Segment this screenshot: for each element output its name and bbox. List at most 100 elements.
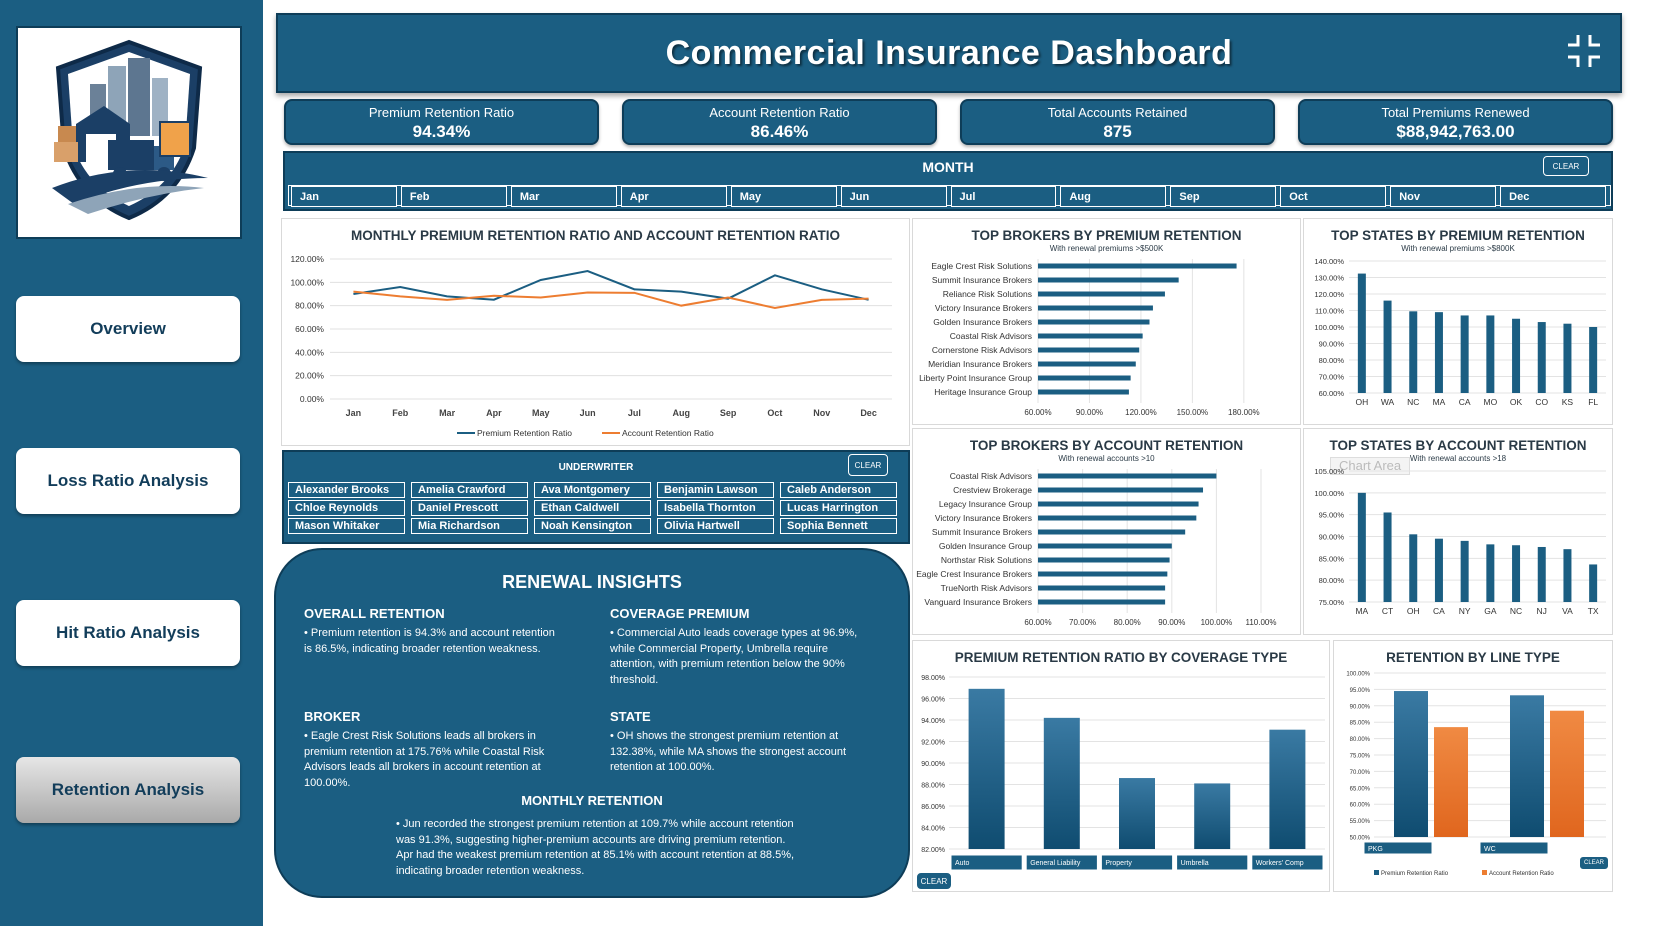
bar: [1460, 540, 1469, 602]
underwriter-option[interactable]: Ava Montgomery: [534, 482, 651, 498]
month-option-may[interactable]: May: [730, 186, 837, 207]
bar-chart-svg: 60.00% 70.00% 80.00% 90.00% 100.00% 110.00% 12…: [1314, 257, 1606, 407]
insurance-logo-icon: [52, 39, 208, 221]
y-tick-label: Northstar Risk Solutions: [941, 555, 1032, 565]
underwriter-option[interactable]: Alexander Brooks: [288, 482, 405, 498]
nav-loss-ratio-analysis[interactable]: Loss Ratio Analysis: [16, 448, 240, 514]
month-option-sep[interactable]: Sep: [1170, 186, 1277, 207]
y-tick-label: 140.00%: [1314, 257, 1344, 266]
x-tick-label: WC: [1484, 846, 1496, 853]
y-tick-label: Golden Insurance Brokers: [933, 317, 1032, 327]
month-option-apr[interactable]: Apr: [620, 186, 727, 207]
bar: [1434, 727, 1468, 837]
x-tick-label: NJ: [1537, 606, 1547, 616]
page-title: Commercial Insurance Dashboard: [665, 33, 1233, 72]
underwriter-option[interactable]: Isabella Thornton: [657, 500, 774, 516]
x-tick-label: Apr: [486, 408, 502, 418]
nav-hit-ratio-analysis[interactable]: Hit Ratio Analysis: [16, 600, 240, 666]
month-option-oct[interactable]: Oct: [1280, 186, 1387, 207]
coverage-clear-button[interactable]: CLEAR: [917, 873, 951, 889]
x-tick-label: OH: [1355, 397, 1368, 407]
underwriter-clear-button[interactable]: CLEAR: [848, 454, 888, 476]
underwriter-option[interactable]: Daniel Prescott: [411, 500, 528, 516]
underwriter-option[interactable]: Mia Richardson: [411, 518, 528, 534]
legend-label: Premium Retention Ratio: [477, 428, 572, 438]
legend-label: Account Retention Ratio: [622, 428, 714, 438]
x-tick-label: CA: [1459, 397, 1471, 407]
month-option-nov[interactable]: Nov: [1390, 186, 1497, 207]
x-tick-label: Property: [1105, 860, 1132, 867]
top-brokers-account-chart[interactable]: TOP BROKERS BY ACCOUNT RETENTION With re…: [912, 428, 1301, 635]
x-tick-label: Workers' Comp: [1256, 860, 1304, 867]
x-tick-label: 80.00%: [1114, 618, 1141, 627]
y-tick-label: 98.00%: [921, 675, 945, 682]
underwriter-option[interactable]: Ethan Caldwell: [534, 500, 651, 516]
bar: [1119, 778, 1155, 849]
chart-subtitle: With renewal accounts >18: [1409, 454, 1507, 463]
x-tick-label: KS: [1562, 397, 1574, 407]
kpi-label: Total Accounts Retained: [1047, 105, 1188, 120]
monthly-retention-chart[interactable]: MONTHLY PREMIUM RETENTION RATIO AND ACCO…: [281, 218, 910, 446]
underwriter-option[interactable]: Mason Whitaker: [288, 518, 405, 534]
coverage-filter-button: [950, 854, 1023, 871]
line-type-clear-button[interactable]: CLEAR: [1579, 856, 1609, 870]
month-option-dec[interactable]: Dec: [1500, 186, 1607, 207]
month-option-mar[interactable]: Mar: [510, 186, 617, 207]
x-tick-label: Dec: [860, 408, 877, 418]
month-option-aug[interactable]: Aug: [1060, 186, 1167, 207]
bar: [1038, 515, 1197, 521]
y-tick-label: 86.00%: [921, 804, 945, 811]
bar: [1434, 538, 1443, 602]
month-option-feb[interactable]: Feb: [400, 186, 507, 207]
underwriter-option[interactable]: Sophia Bennett: [780, 518, 897, 534]
y-tick-label: 90.00%: [1319, 340, 1345, 349]
y-tick-label: 0.00%: [300, 394, 325, 404]
underwriter-option[interactable]: Olivia Hartwell: [657, 518, 774, 534]
month-clear-button[interactable]: CLEAR: [1543, 156, 1589, 176]
bar: [1537, 546, 1546, 602]
month-option-jun[interactable]: Jun: [840, 186, 947, 207]
month-option-jan[interactable]: Jan: [291, 186, 397, 207]
collapse-icon[interactable]: [1566, 33, 1602, 69]
underwriter-option[interactable]: Amelia Crawford: [411, 482, 528, 498]
bar: [1409, 311, 1418, 393]
underwriter-option[interactable]: Caleb Anderson: [780, 482, 897, 498]
bar: [1038, 501, 1199, 507]
coverage-type-chart[interactable]: PREMIUM RETENTION RATIO BY COVERAGE TYPE…: [912, 640, 1330, 892]
underwriter-option[interactable]: Noah Kensington: [534, 518, 651, 534]
month-option-jul[interactable]: Jul: [950, 186, 1057, 207]
bar: [1563, 549, 1572, 602]
y-tick-label: 40.00%: [295, 347, 324, 357]
x-tick-label: TX: [1588, 606, 1599, 616]
underwriter-option[interactable]: Lucas Harrington: [780, 500, 897, 516]
bar: [1383, 300, 1392, 393]
bar: [1510, 695, 1544, 837]
nav-retention-analysis[interactable]: Retention Analysis: [16, 757, 240, 823]
top-states-premium-chart[interactable]: TOP STATES BY PREMIUM RETENTION With ren…: [1303, 218, 1613, 425]
x-tick-label: NY: [1459, 606, 1471, 616]
y-tick-label: TrueNorth Risk Advisors: [941, 583, 1032, 593]
bar: [1038, 543, 1172, 549]
underwriter-option[interactable]: Benjamin Lawson: [657, 482, 774, 498]
underwriter-slicer-title: UNDERWRITER: [558, 462, 634, 473]
y-tick-label: 80.00%: [1350, 737, 1371, 743]
top-states-account-chart[interactable]: TOP STATES BY ACCOUNT RETENTION With ren…: [1303, 428, 1613, 635]
top-brokers-premium-chart[interactable]: TOP BROKERS BY PREMIUM RETENTION With re…: [912, 218, 1301, 425]
bar: [1394, 691, 1428, 837]
bar-chart-svg: 60.00% 70.00% 80.00% 90.00% 100.00% 110.00% Co…: [916, 469, 1277, 627]
y-tick-label: 120.00%: [290, 254, 324, 264]
line-type-chart[interactable]: RETENTION BY LINE TYPE 50.00% 55.00% 60.00…: [1333, 640, 1613, 892]
y-tick-label: 95.00%: [1350, 688, 1371, 694]
y-tick-label: 105.00%: [1314, 467, 1344, 476]
y-tick-label: Golden Insurance Group: [939, 541, 1032, 551]
nav-overview[interactable]: Overview: [16, 296, 240, 362]
y-tick-label: 90.00%: [921, 761, 945, 768]
kpi-total-premiums-renewed: Total Premiums Renewed $88,942,763.00: [1298, 99, 1613, 145]
y-tick-label: 75.00%: [1319, 598, 1345, 607]
x-tick-label: Oct: [767, 408, 782, 418]
state-heading: STATE: [610, 709, 651, 724]
x-tick-label: GA: [1484, 606, 1497, 616]
x-tick-label: General Liability: [1030, 860, 1081, 867]
underwriter-option[interactable]: Chloe Reynolds: [288, 500, 405, 516]
bar: [1038, 585, 1166, 591]
